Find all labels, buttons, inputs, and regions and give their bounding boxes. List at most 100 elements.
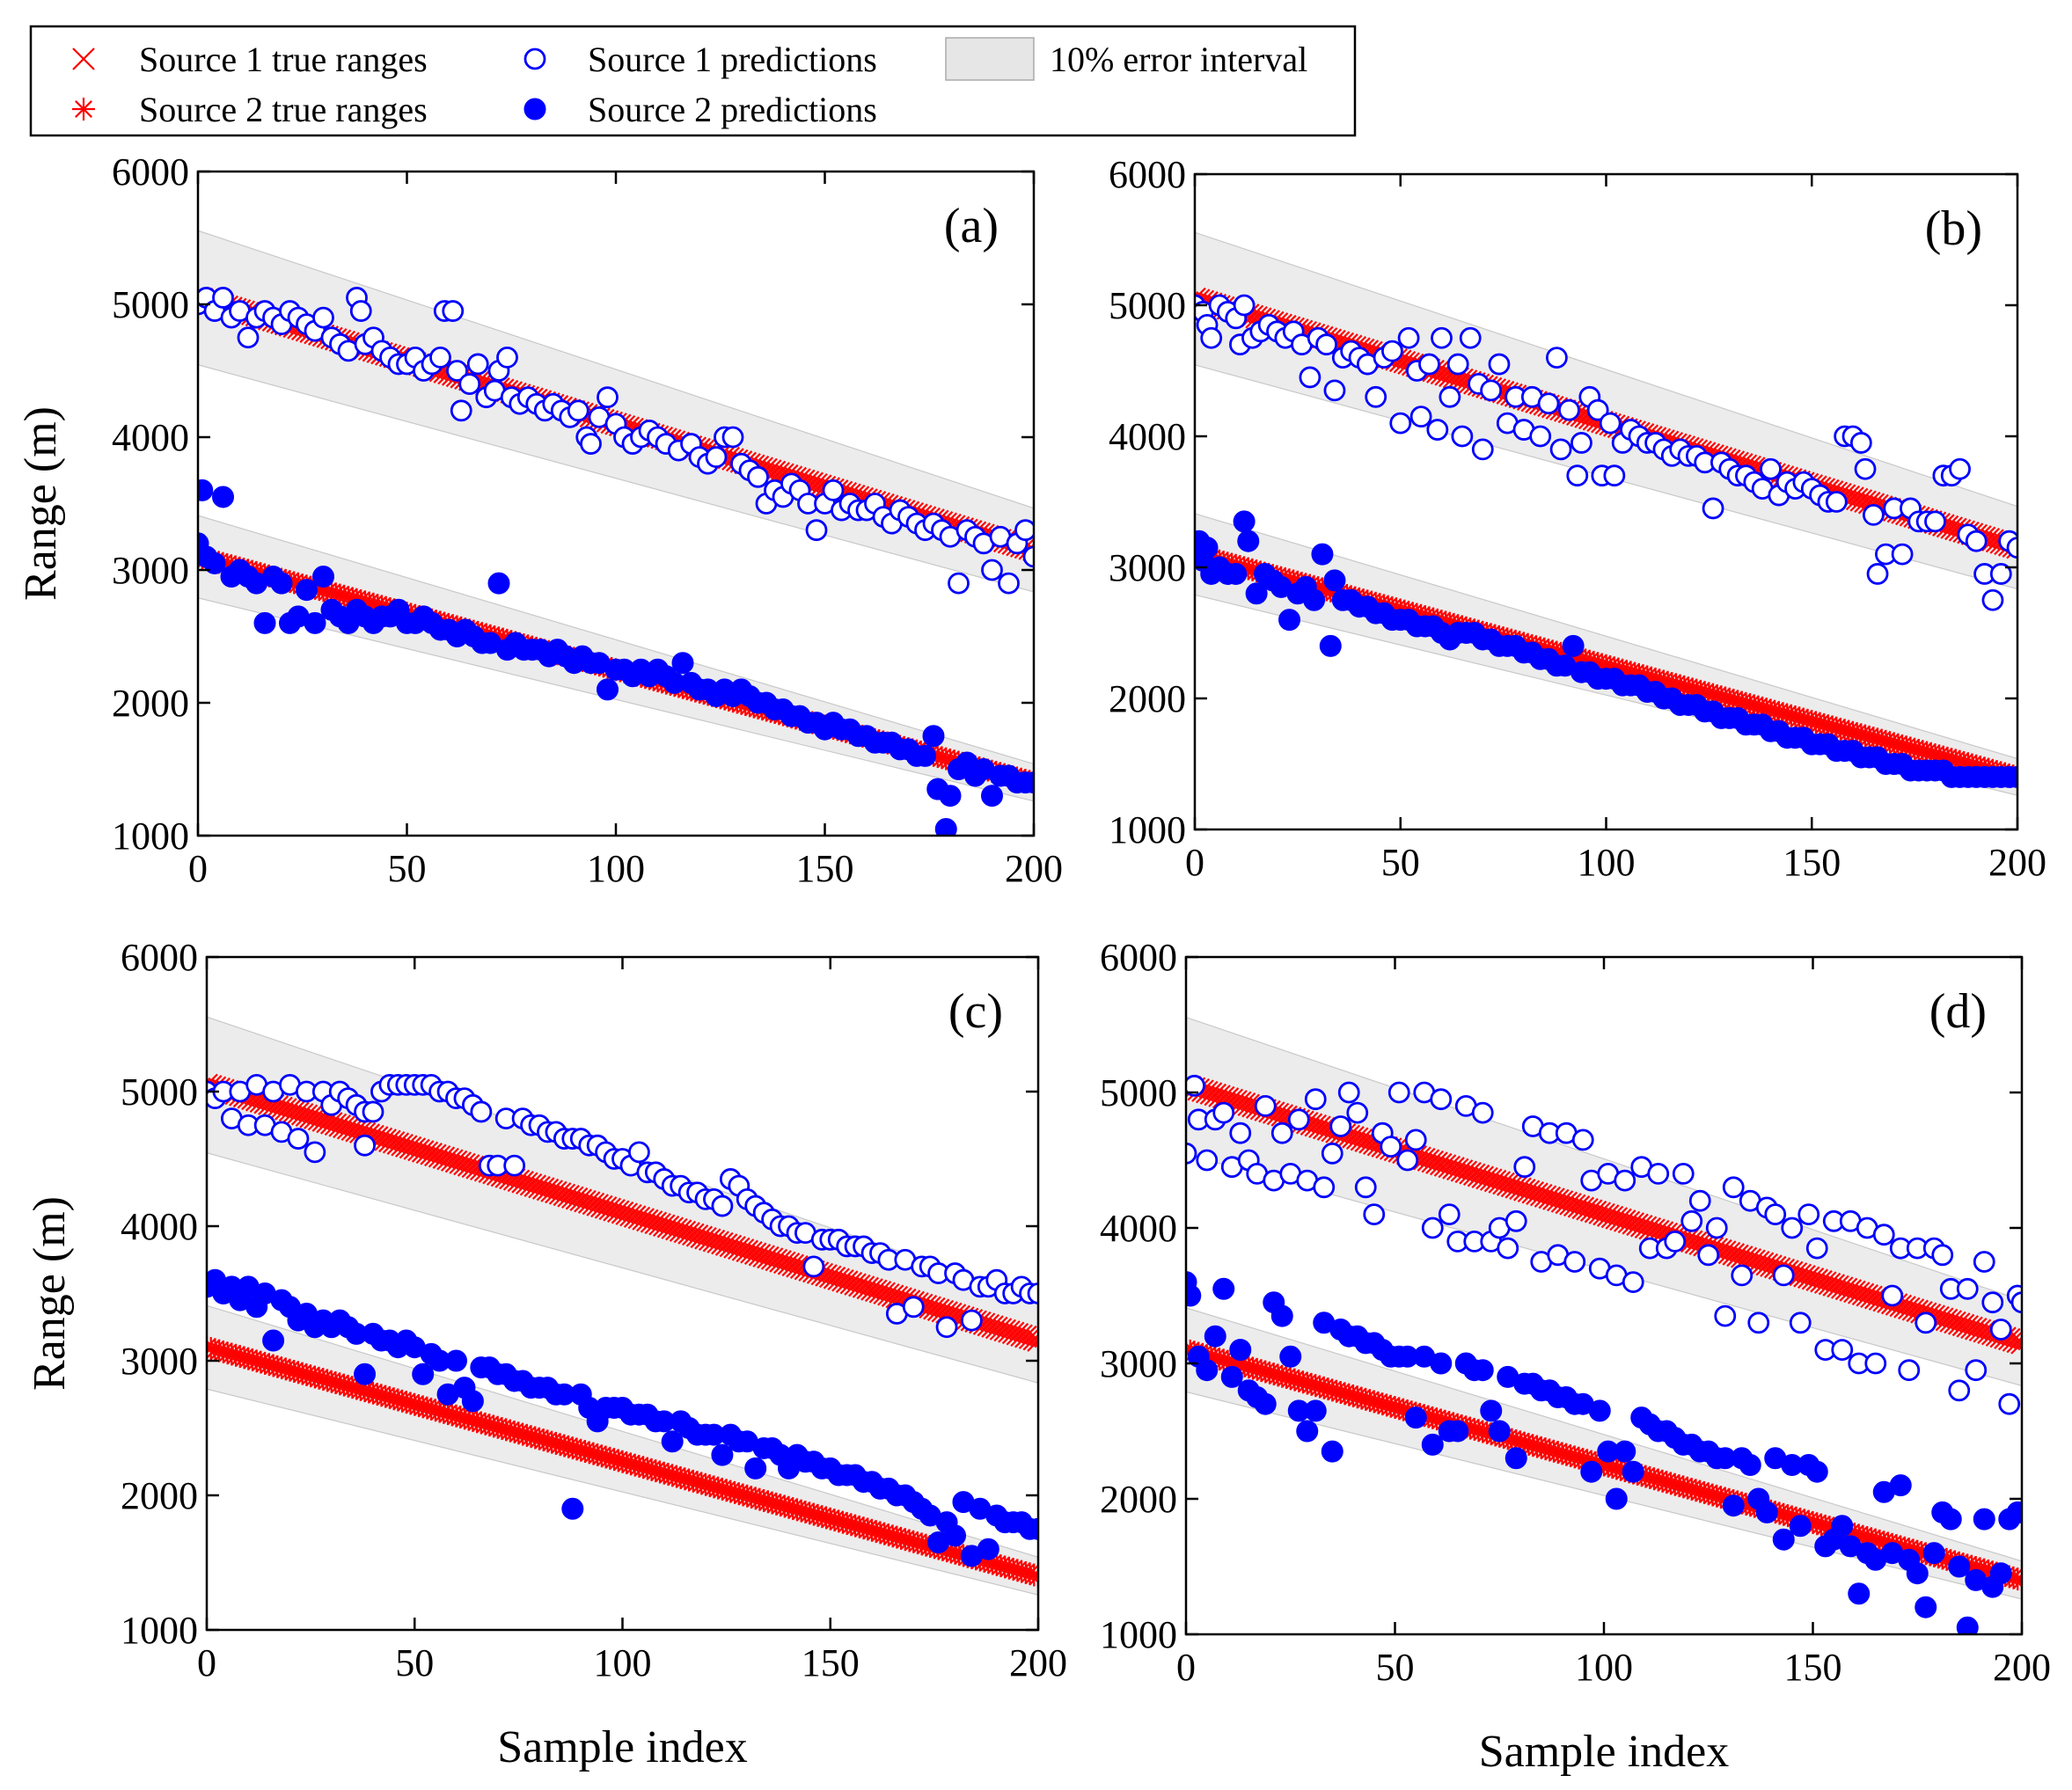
prediction-point (1430, 1088, 1453, 1111)
true-range-marker (1973, 1319, 1996, 1343)
true-range-marker (287, 1101, 310, 1125)
x-tick-label: 100 (1578, 841, 1636, 884)
prediction-point (1459, 326, 1482, 349)
panel-label: (a) (944, 199, 999, 253)
asterisk-marker-icon (72, 98, 95, 121)
prediction-point (1229, 1121, 1252, 1144)
prediction-point (1599, 412, 1622, 435)
plot-area (1195, 231, 2017, 796)
prediction-point (567, 399, 589, 422)
prediction-point (1471, 1101, 1494, 1124)
true-range-marker (457, 1154, 480, 1177)
true-range-marker (1680, 1230, 1703, 1253)
legend-label: Source 1 predictions (588, 40, 877, 79)
true-range-marker (1233, 1092, 1256, 1115)
true-range-marker (1576, 1197, 1599, 1221)
prediction-point (1287, 1108, 1310, 1131)
true-range-marker (299, 1105, 322, 1129)
prediction-point (1915, 1311, 1937, 1334)
true-range-marker (860, 1278, 883, 1301)
prediction-point (466, 353, 489, 376)
true-range-marker (848, 1274, 871, 1297)
prediction-point (1304, 1399, 1327, 1422)
prediction-point (1622, 1271, 1644, 1293)
true-range-marker (378, 1129, 401, 1153)
prediction-point (1864, 1352, 1887, 1375)
true-range-marker (702, 1229, 726, 1253)
true-range-marker (723, 1236, 746, 1259)
true-range-marker (1834, 1277, 1858, 1301)
true-range-marker (1851, 1282, 1875, 1306)
source-1-predictions-series (1186, 1074, 2022, 1415)
error-band-swatch-icon (945, 37, 1035, 81)
prediction-point (1956, 1277, 1979, 1300)
y-tick-label: 1000 (1109, 808, 1186, 851)
prediction-point (304, 1141, 326, 1164)
prediction-point (1311, 543, 1334, 566)
true-range-marker (386, 1132, 410, 1155)
y-tick-label: 6000 (112, 150, 189, 194)
true-range-marker (1571, 1196, 1595, 1220)
true-range-marker (1027, 1564, 1038, 1588)
y-tick-label: 5000 (121, 1070, 198, 1114)
true-range-marker (1751, 1252, 1775, 1275)
prediction-point (1321, 1440, 1344, 1463)
y-axis-title: Range (m) (25, 1196, 75, 1391)
true-range-marker (877, 1282, 900, 1306)
true-range-marker (919, 1296, 941, 1319)
true-range-marker (531, 1177, 555, 1200)
true-range-marker (981, 1315, 1004, 1338)
y-tick-label: 4000 (112, 416, 189, 459)
prediction-point (1891, 543, 1914, 566)
prediction-point (1186, 1142, 1197, 1165)
true-range-marker (523, 1174, 547, 1197)
prediction-point (1196, 1149, 1219, 1172)
prediction-point (802, 1255, 825, 1278)
true-range-marker (1462, 1163, 1486, 1187)
true-range-marker (1830, 1276, 1854, 1299)
true-range-marker (923, 1297, 946, 1320)
true-range-marker (606, 1200, 630, 1224)
true-range-marker (989, 1318, 1013, 1341)
prediction-point (349, 300, 372, 322)
true-range-marker (1505, 1176, 1528, 1199)
prediction-point (1825, 491, 1848, 513)
prediction-point (1245, 582, 1268, 605)
prediction-point (2006, 537, 2017, 559)
prediction-point (1949, 457, 1971, 480)
x-marker-icon (72, 47, 95, 70)
prediction-point (458, 373, 481, 396)
true-range-marker (1897, 1297, 1921, 1320)
prediction-point (1431, 326, 1453, 349)
prediction-point (1430, 1352, 1453, 1375)
true-range-marker (1605, 1207, 1629, 1230)
true-range-marker (694, 1226, 717, 1250)
y-tick-label: 2000 (121, 1474, 198, 1517)
prediction-point (1446, 353, 1469, 376)
y-axis: 1000 2000 3000 4000 5000 6000 (1109, 153, 2017, 851)
true-range-marker (760, 1491, 784, 1515)
true-range-marker (1204, 1083, 1227, 1107)
prediction-point (1789, 1515, 1812, 1538)
true-range-marker (304, 1107, 326, 1129)
legend-item-10-error-interval: 10% error interval (945, 37, 1307, 81)
prediction-point (1365, 385, 1387, 408)
true-range-marker (856, 1276, 880, 1300)
prediction-point (934, 817, 957, 836)
x-tick-label: 0 (1176, 1646, 1196, 1689)
true-range-marker (536, 1178, 560, 1202)
true-range-marker (1546, 1188, 1570, 1212)
x-axis-title: Sample index (497, 1722, 748, 1772)
prediction-point (1973, 1251, 1995, 1273)
true-range-marker (740, 1240, 763, 1264)
true-range-marker (290, 1103, 314, 1126)
prediction-point (1480, 379, 1502, 402)
prediction-point (1196, 1359, 1219, 1382)
true-range-marker (714, 1233, 738, 1256)
true-range-marker (864, 1279, 888, 1303)
x-tick-label: 100 (587, 847, 645, 890)
plot-area (1186, 1016, 2022, 1634)
true-range-marker (1421, 1150, 1445, 1173)
true-range-marker (868, 1281, 892, 1304)
